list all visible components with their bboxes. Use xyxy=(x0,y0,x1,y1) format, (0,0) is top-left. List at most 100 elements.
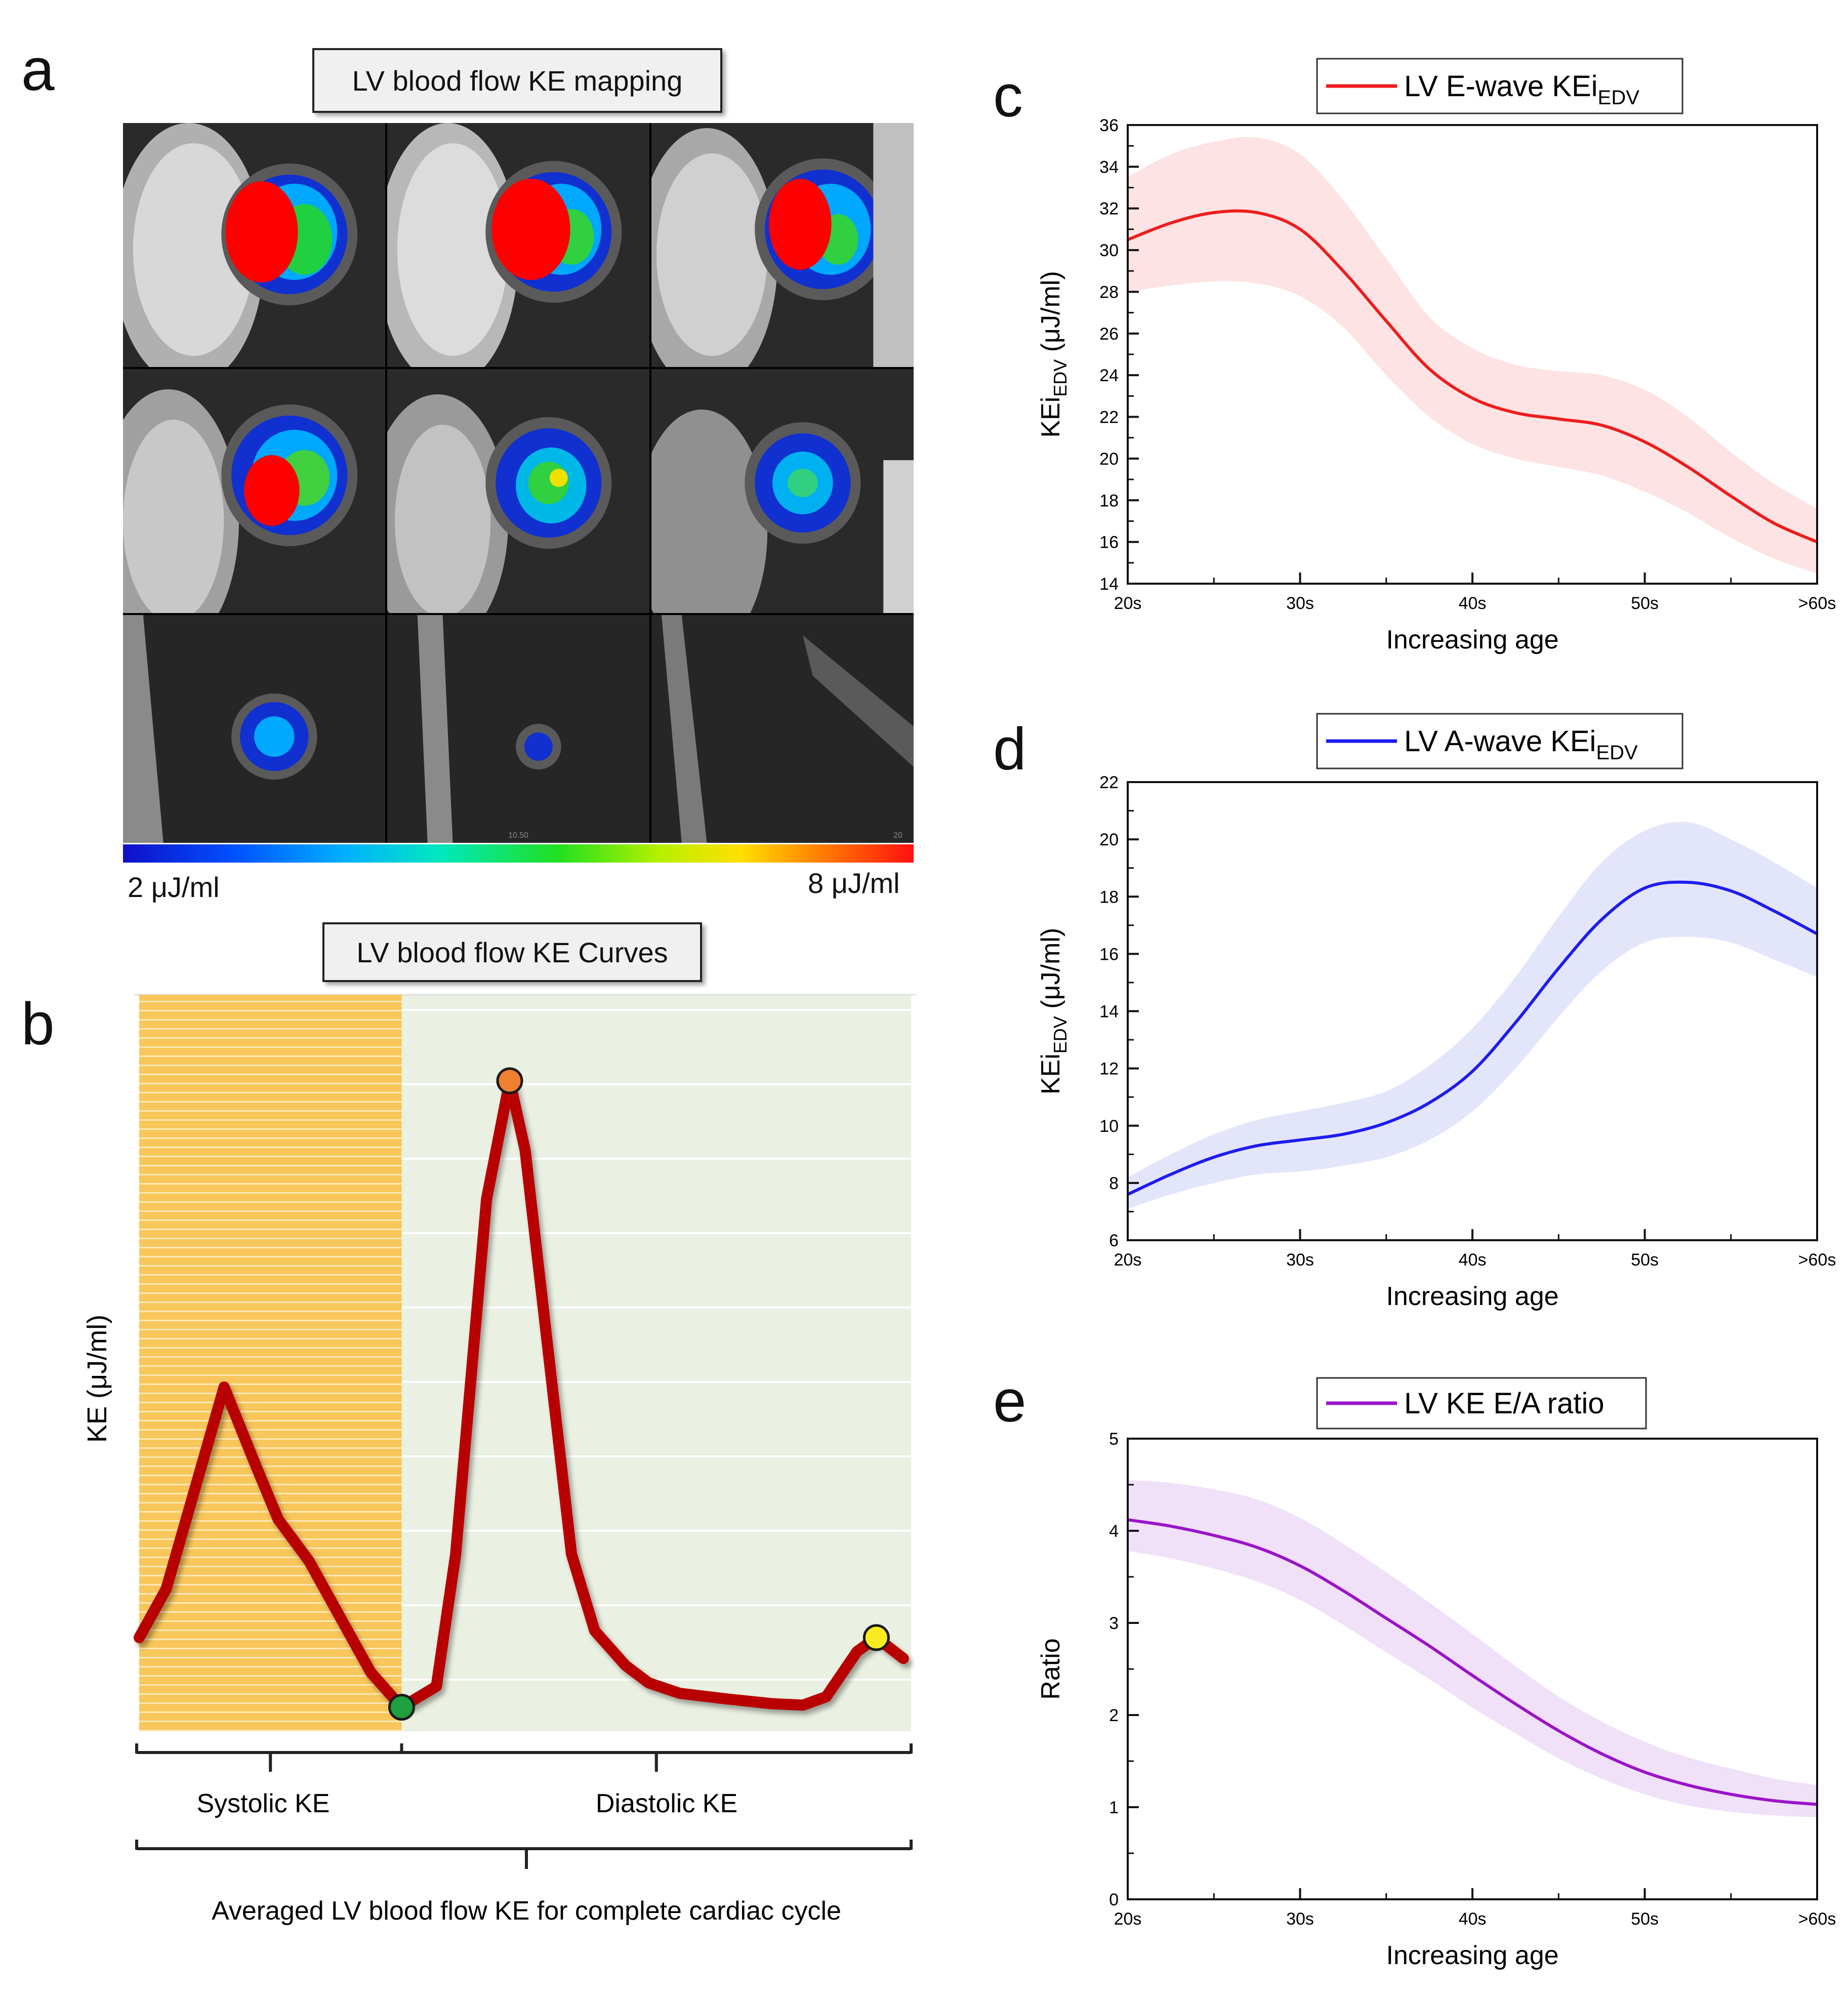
x-axis-label: Increasing age xyxy=(1386,1282,1558,1311)
x-tick-label: 50s xyxy=(1631,594,1659,613)
panel-a-letter: a xyxy=(21,36,55,103)
panel-b-letter: b xyxy=(21,991,55,1057)
trend-line xyxy=(1127,880,1818,1196)
x-tick-label: 40s xyxy=(1459,1250,1487,1270)
y-tick-label: 32 xyxy=(1099,199,1119,219)
colorbar-min-label: 2 μJ/ml xyxy=(128,871,220,903)
y-tick-label: 6 xyxy=(1109,1231,1119,1250)
mri-slice-7: 1.0 xyxy=(123,615,385,843)
y-tick-label: 18 xyxy=(1099,887,1119,907)
ke-curve-line xyxy=(134,1075,909,1713)
y-tick-label: 5 xyxy=(1109,1430,1119,1449)
x-tick-label: 30s xyxy=(1286,1250,1314,1270)
x-tick-label: >60s xyxy=(1798,1909,1836,1929)
y-tick-label: 30 xyxy=(1099,241,1119,260)
diastolic-label: Diastolic KE xyxy=(596,1789,737,1818)
y-tick-label: 22 xyxy=(1099,773,1119,792)
y-tick-label: 20 xyxy=(1099,450,1119,469)
panel-a-title: LV blood flow KE mapping xyxy=(312,48,722,113)
y-tick-label: 20 xyxy=(1099,830,1119,849)
chart-d: 6 8 10 12 14 16 18 20 22 20s 30s 40s 50s >60s Increasi… xyxy=(1036,713,1836,1311)
x-tick-label: 30s xyxy=(1286,594,1314,613)
y-tick-label: 14 xyxy=(1099,575,1119,594)
legend-label-sub: EDV xyxy=(1596,742,1638,764)
confidence-band xyxy=(1128,1480,1817,1818)
y-tick-label: 12 xyxy=(1099,1060,1119,1079)
y-tick-label: 2 xyxy=(1109,1706,1119,1725)
colorbar xyxy=(123,844,914,863)
legend-label-main: LV E-wave KEi xyxy=(1404,70,1598,103)
mri-slice-5 xyxy=(387,369,649,613)
plot-area xyxy=(1128,125,1817,584)
y-tick-label: 18 xyxy=(1099,491,1119,510)
y-tick-label: 10 xyxy=(1099,1117,1119,1136)
y-axis-label: KEiEDV (μJ/ml) xyxy=(1036,271,1071,437)
legend-box xyxy=(1316,1377,1647,1430)
plot-frame xyxy=(1127,124,1818,585)
y-axis-label: KEiEDV (μJ/ml) xyxy=(1036,928,1071,1094)
y-tick-label: 1 xyxy=(1109,1798,1119,1817)
mri-slice-label-3: 20 xyxy=(893,831,902,840)
plot-frame xyxy=(1127,781,1818,1241)
x-tick-label: 20s xyxy=(1114,1909,1142,1929)
x-tick-label: 40s xyxy=(1459,1909,1487,1929)
y-tick-label: 34 xyxy=(1099,157,1119,177)
legend-box xyxy=(1316,713,1683,769)
systolic-region xyxy=(139,995,402,1731)
chart-c: 14 16 18 20 22 24 26 28 30 32 34 36 20s 30s 40s 50s >60s… xyxy=(1036,58,1836,655)
mri-image-grid: 1.0 10.50 20 xyxy=(123,123,914,843)
y-tick-label: 22 xyxy=(1099,408,1119,427)
diastolic-region xyxy=(401,995,911,1731)
y-tick-label: 28 xyxy=(1099,282,1119,302)
y-tick-label: 4 xyxy=(1109,1522,1119,1541)
y-tick-label: 3 xyxy=(1109,1614,1119,1633)
plot-area xyxy=(1128,782,1817,1240)
legend-label-main: LV A-wave KEi xyxy=(1404,725,1596,758)
panel-e-letter: e xyxy=(993,1368,1026,1435)
x-tick-label: >60s xyxy=(1798,594,1836,613)
panel-b-footer: Averaged LV blood flow KE for complete c… xyxy=(212,1896,841,1926)
legend-label: LV E-wave KEiEDV xyxy=(1404,70,1639,109)
x-tick-label: 20s xyxy=(1114,594,1142,613)
colorbar-max-label: 8 μJ/ml xyxy=(808,867,900,899)
mri-slice-6 xyxy=(651,369,914,613)
y-axis-label-unit: (μJ/ml) xyxy=(1036,271,1065,359)
y-axis-label: Ratio xyxy=(1036,1638,1065,1699)
y-tick-label: 24 xyxy=(1099,366,1119,385)
mri-slice-label-1: 1.0 xyxy=(127,831,138,840)
legend-label: LV KE E/A ratio xyxy=(1404,1387,1604,1420)
y-axis-label-main: KEi xyxy=(1036,1053,1065,1094)
confidence-band xyxy=(1128,137,1817,574)
y-tick-label: 0 xyxy=(1109,1890,1119,1909)
panel-b-ylabel: KE (μJ/ml) xyxy=(82,1315,112,1443)
y-tick-label: 14 xyxy=(1099,1002,1119,1022)
y-tick-label: 8 xyxy=(1109,1174,1119,1193)
y-tick-label: 16 xyxy=(1099,533,1119,552)
mri-slice-8: 10.50 xyxy=(387,615,649,843)
y-axis-label-unit: (μJ/ml) xyxy=(1036,928,1065,1016)
mri-slice-9: 20 xyxy=(651,615,914,843)
x-tick-label: 40s xyxy=(1459,594,1487,613)
plot-frame xyxy=(1127,1438,1818,1900)
x-tick-label: 20s xyxy=(1114,1250,1142,1270)
systolic-label: Systolic KE xyxy=(197,1789,330,1818)
ke-marker-3 xyxy=(863,1624,890,1651)
mri-slice-label-2: 10.50 xyxy=(508,831,528,840)
mri-slice-1 xyxy=(123,123,385,367)
legend-label-sub: EDV xyxy=(1598,87,1640,109)
y-tick-label: 36 xyxy=(1099,116,1119,135)
x-tick-label: 50s xyxy=(1631,1909,1659,1929)
panel-c-letter: c xyxy=(993,63,1023,130)
legend-box xyxy=(1316,58,1683,114)
y-tick-label: 26 xyxy=(1099,324,1119,344)
trend-line xyxy=(1127,209,1818,544)
y-axis-label-sub: EDV xyxy=(1050,1016,1071,1053)
x-tick-label: 50s xyxy=(1631,1250,1659,1270)
plot-area xyxy=(1128,1439,1817,1899)
x-tick-label: 30s xyxy=(1286,1909,1314,1929)
legend-label: LV A-wave KEiEDV xyxy=(1404,725,1638,764)
x-axis-label: Increasing age xyxy=(1386,625,1558,655)
y-tick-label: 16 xyxy=(1099,945,1119,964)
x-axis-label: Increasing age xyxy=(1386,1941,1558,1970)
confidence-band xyxy=(1128,822,1817,1209)
